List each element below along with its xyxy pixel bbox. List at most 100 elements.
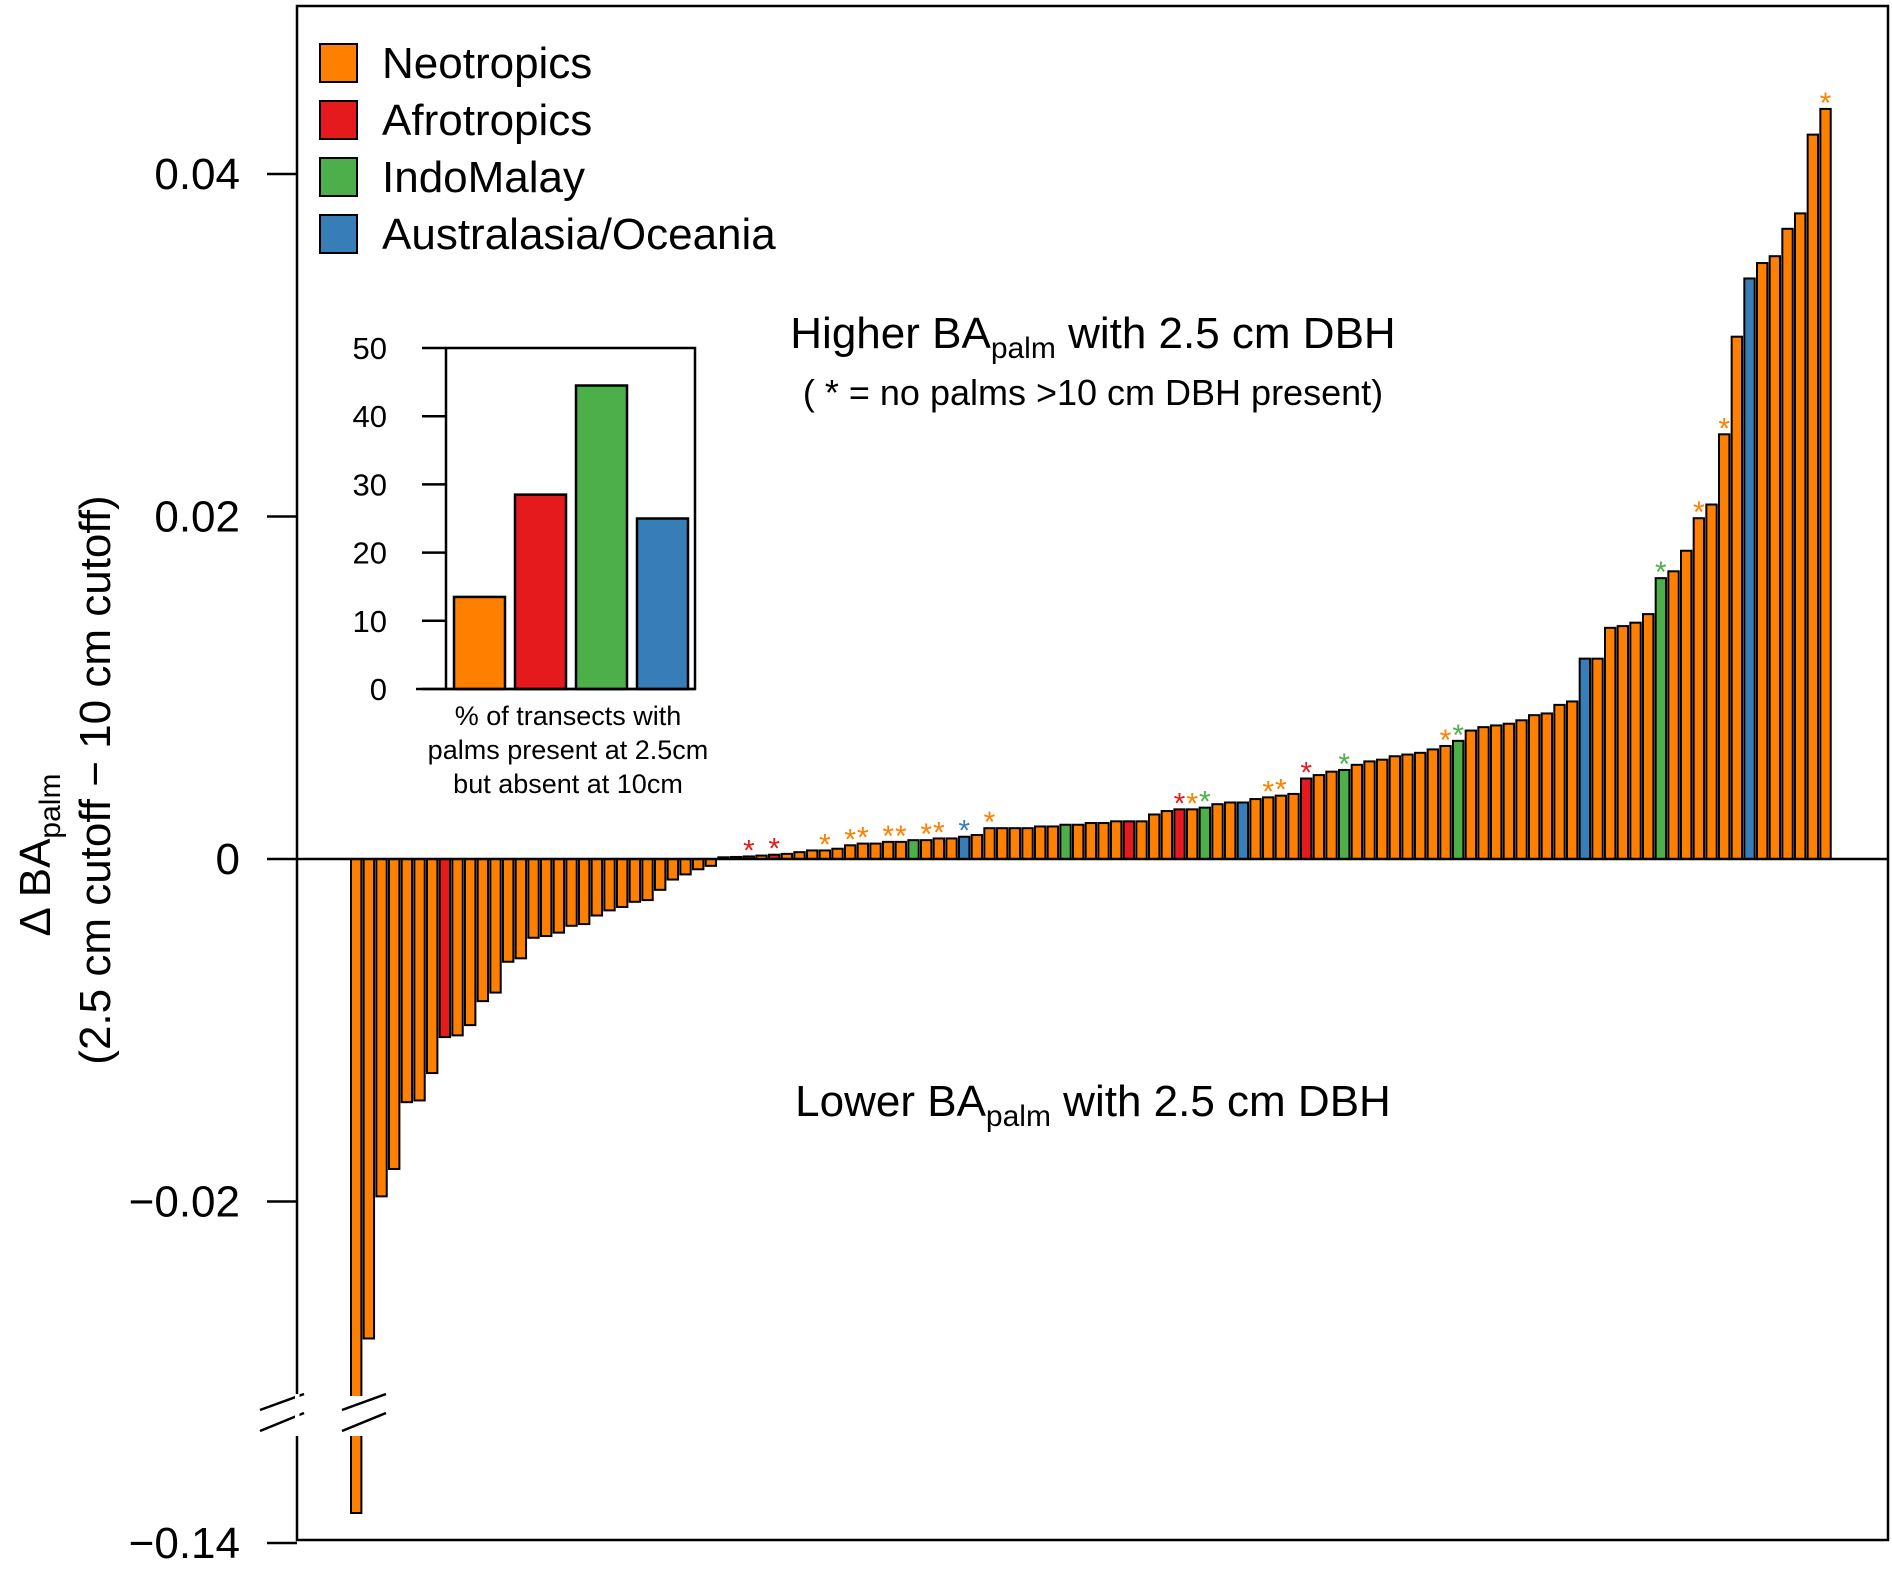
plot-frame xyxy=(295,4,1890,1542)
bar-15 xyxy=(527,858,540,939)
bar-93 xyxy=(1515,719,1528,860)
bar-96 xyxy=(1553,703,1566,860)
bar-87 xyxy=(1439,744,1452,860)
bar-24 xyxy=(641,858,654,902)
bar-58 xyxy=(1072,823,1085,860)
asterisk-marker-40: * xyxy=(844,823,856,856)
asterisk-marker-66: * xyxy=(1174,787,1186,820)
asterisk-marker-41: * xyxy=(857,822,869,855)
bar-57 xyxy=(1059,823,1072,860)
bar-25 xyxy=(654,858,667,891)
asterisk-marker-79: * xyxy=(1338,748,1350,781)
bar-55 xyxy=(1034,825,1047,861)
bar-89 xyxy=(1464,729,1478,860)
bar-48 xyxy=(945,837,958,861)
asterisk-marker-43: * xyxy=(882,820,894,853)
bar-77 xyxy=(1312,774,1326,861)
bar-113 xyxy=(1768,255,1782,860)
bar-88 xyxy=(1452,739,1465,861)
asterisk-marker-117: * xyxy=(1820,87,1832,120)
bar-52 xyxy=(996,827,1009,860)
bar-97 xyxy=(1566,700,1579,861)
bar-78 xyxy=(1325,770,1338,860)
asterisk-marker-74: * xyxy=(1275,774,1287,807)
bar-20 xyxy=(590,858,604,917)
bar-116 xyxy=(1806,133,1820,861)
bar-104 xyxy=(1654,577,1668,861)
bar-26 xyxy=(666,858,680,881)
inset-y-tick-label: 40 xyxy=(353,399,387,434)
asterisk-marker-44: * xyxy=(895,820,907,853)
bar-63 xyxy=(1135,820,1148,861)
bar-37 xyxy=(806,849,819,860)
legend-swatch-3 xyxy=(319,157,358,197)
inset-xlabel-line-1: % of transects with xyxy=(455,701,682,731)
inset-y-tick-label: 20 xyxy=(353,536,387,571)
asterisk-marker-73: * xyxy=(1262,775,1274,808)
bar-11 xyxy=(476,858,490,1003)
bar-102 xyxy=(1629,621,1642,860)
asterisk-marker-107: * xyxy=(1693,496,1705,529)
inset-bar-2 xyxy=(513,493,568,691)
bar-59 xyxy=(1084,822,1098,860)
bar-75 xyxy=(1287,792,1300,860)
axis-break-mark xyxy=(341,1411,387,1433)
asterisk-marker-49: * xyxy=(958,815,970,848)
bar-45 xyxy=(907,839,920,860)
bar-106 xyxy=(1680,549,1693,860)
asterisk-marker-87: * xyxy=(1440,724,1452,757)
y-tick-label: 0.04 xyxy=(154,150,240,199)
bar-70 xyxy=(1224,801,1237,860)
higher-annotation: Higher BApalm with 2.5 cm DBH xyxy=(790,309,1395,365)
inset-y-tick-label: 0 xyxy=(370,672,387,707)
bar-54 xyxy=(1021,827,1034,860)
bar-12 xyxy=(489,858,502,994)
bar-17 xyxy=(552,858,566,934)
asterisk-marker-109: * xyxy=(1718,412,1730,445)
bar-90 xyxy=(1477,726,1490,861)
bar-21 xyxy=(603,858,616,912)
bar-100 xyxy=(1604,626,1617,860)
axis-break-mark xyxy=(341,1392,387,1412)
bar-99 xyxy=(1591,657,1604,861)
bar-83 xyxy=(1388,755,1402,860)
inset-bar-1 xyxy=(452,595,507,691)
bar-39 xyxy=(831,847,844,860)
legend-label-1: Neotropics xyxy=(382,39,592,88)
bar-103 xyxy=(1642,613,1655,860)
y-tick-label: −0.02 xyxy=(129,1178,240,1227)
asterisk-marker-47: * xyxy=(933,816,945,849)
bar-92 xyxy=(1502,722,1516,861)
y-tick-label: 0.02 xyxy=(154,493,240,542)
inset-y-tick-label: 10 xyxy=(353,604,387,639)
bar-56 xyxy=(1046,825,1060,861)
legend-label-4: Australasia/Oceania xyxy=(382,210,776,259)
bar-110 xyxy=(1730,335,1744,860)
bar-50 xyxy=(970,834,984,861)
asterisk-marker-38: * xyxy=(819,828,831,861)
bar-79 xyxy=(1338,768,1351,861)
inset-y-tick-label: 30 xyxy=(353,467,387,502)
axis-break-frame-gap xyxy=(295,1394,300,1436)
bar-62 xyxy=(1122,820,1136,861)
bar-14 xyxy=(514,858,528,960)
asterisk-marker-68: * xyxy=(1199,786,1211,819)
bar-10 xyxy=(464,858,477,1027)
bar-108 xyxy=(1705,503,1718,860)
y-axis-label-line1: Δ BApalm xyxy=(11,774,67,937)
bar-16 xyxy=(540,858,553,938)
bar-86 xyxy=(1426,748,1440,861)
asterisk-marker-34: * xyxy=(768,833,780,866)
y-tick-label: −0.14 xyxy=(129,1519,240,1568)
bar-91 xyxy=(1490,724,1503,860)
bar-4 xyxy=(388,858,401,1170)
bar-94 xyxy=(1528,714,1541,861)
bar-61 xyxy=(1110,820,1123,861)
bar-22 xyxy=(616,858,629,908)
asterisk-marker-32: * xyxy=(743,834,755,867)
asterisk-marker-67: * xyxy=(1186,787,1198,820)
y-tick-label: 0 xyxy=(216,835,240,884)
bar-3 xyxy=(375,858,388,1198)
bar-19 xyxy=(578,858,591,926)
